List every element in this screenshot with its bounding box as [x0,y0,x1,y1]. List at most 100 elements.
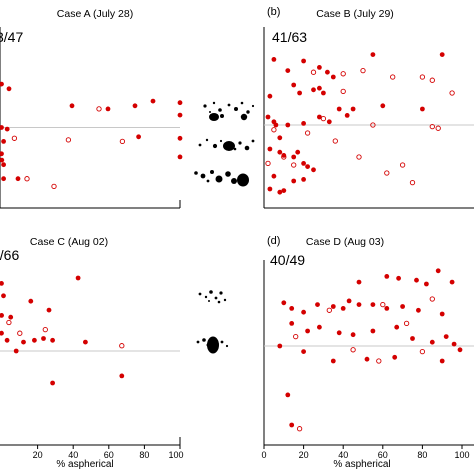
panel-d-letter: (d) [267,235,280,247]
panel-b-open-point-12 [291,162,297,168]
panel-d-open-point-0 [293,333,299,340]
panel-a-ratio: 3/47 [0,29,23,45]
panel-c-xtick-label-1: 40 [68,450,78,460]
panel-b-open-point-2 [360,67,366,74]
panel-b-filled-point-10 [297,90,302,96]
panel-b-points [265,52,455,195]
panel-c-filled-point-15 [21,339,26,345]
panel-a-points [0,81,183,190]
panel-b-open-point-7 [340,88,346,95]
panel-d-xtick-label-0: 0 [261,450,266,460]
panel-a-open-point-2 [96,106,102,112]
panel-a-filled-point-13 [0,157,5,163]
panel-a-filled-point-10 [4,126,10,132]
panel-c-xtick-label-2: 60 [104,450,114,460]
panel-c-filled-point-5 [8,314,14,320]
panel-c-filled-point-16 [0,313,4,318]
panel-a-filled-point-2 [0,125,4,130]
panel-c-filled-point-4 [46,307,52,313]
panel-d-filled-point-18 [416,307,421,313]
panel-d-filled-point-21 [305,328,310,334]
panel-d-filled-point-32 [277,343,283,349]
panel-c-filled-point-7 [50,337,55,343]
panel-b-open-point-14 [320,115,327,122]
panel-c-open-point-1 [42,326,48,333]
panel-d-ratio: 40/49 [270,252,305,268]
panel-d-filled-point-28 [429,339,435,345]
panel-b-open-point-9 [429,123,435,130]
panel-a-open-point-3 [119,138,126,145]
panel-d-xticks: 0 20 40 60 80 100 [261,445,470,460]
panel-b-open-point-20 [370,122,376,128]
panel-a-filled-point-9 [1,139,6,144]
panel-a-filled-point-3 [69,103,75,109]
panel-b-filled-point-16 [350,106,356,112]
panel-c-open-point-0 [119,343,125,349]
panel-b-filled-point-19 [265,114,271,120]
panel-d-filled-point-9 [301,309,306,315]
panel-b-filled-point-37 [267,186,273,192]
panel-d-filled-point-36 [392,354,398,360]
panel-a: Case A (July 28) 3/47 [0,8,183,209]
particle-image-1 [203,101,255,121]
panel-d-filled-point-31 [457,347,463,353]
panel-b-open-point-11 [265,160,271,167]
panel-c-open-point-3 [17,330,23,336]
panel-a-filled-point-12 [1,162,6,168]
panel-b-filled-point-1 [285,68,291,73]
panel-b-open-point-15 [332,138,338,144]
panel-d-filled-point-7 [281,300,287,306]
panel-b-filled-point-30 [291,154,297,160]
panel-b-open-point-3 [390,74,396,80]
panel-b-filled-point-18 [420,106,425,112]
panel-d-open-point-2 [403,320,410,327]
panel-d-filled-point-29 [443,334,449,339]
panel-b-filled-point-36 [291,178,297,184]
panel-b-filled-point-15 [344,113,350,118]
panel-b-open-point-6 [449,90,455,96]
panel-d-xtick-label-3: 60 [378,450,388,460]
panel-b-open-point-19 [409,179,416,186]
panel-b-letter: (b) [267,6,280,18]
panel-d-filled-point-22 [317,324,322,330]
panel-d-filled-point-33 [301,349,306,354]
panel-b-filled-point-2 [301,58,306,64]
panel-c-title: Case C (Aug 02) [30,236,108,248]
panel-c-filled-point-1 [75,275,81,281]
panel-d-xtick-label-4: 80 [417,450,427,460]
panel-d-points [277,268,463,432]
panel-b-filled-point-6 [370,52,376,57]
panel-d-filled-point-26 [394,324,400,330]
panel-d-xtick-label-1: 20 [299,450,309,460]
panel-b-filled-point-17 [380,103,386,109]
panel-a-filled-point-0 [0,81,4,87]
panel-b-open-point-8 [271,127,277,133]
panel-c-filled-point-6 [32,337,37,343]
panel-b-filled-point-3 [317,65,322,70]
panel-a-title: Case A (July 28) [57,8,133,20]
panel-d-filled-point-1 [384,274,390,279]
panel-d-filled-point-20 [289,321,295,326]
panel-b-filled-point-32 [301,161,306,166]
panel-d-filled-point-15 [370,302,376,307]
panel-a-filled-point-5 [132,103,138,109]
panel-d-filled-point-27 [410,336,415,341]
panel-a-open-point-4 [24,176,30,182]
panel-b-filled-point-21 [273,122,279,128]
panel-d-xlabel: % aspherical [333,459,390,470]
panel-a-filled-point-1 [6,86,12,92]
panel-b-open-point-4 [419,74,426,80]
panel-d-filled-point-2 [396,275,401,281]
panel-d-filled-point-6 [449,279,455,285]
panel-b-open-point-17 [384,170,390,176]
panel-d-open-point-4 [350,347,356,353]
panel-b-filled-point-40 [301,177,306,182]
panel-d-filled-point-23 [336,330,342,336]
panel-d-filled-point-3 [414,277,419,283]
panel-b-title: Case B (July 29) [316,8,394,20]
panel-d-filled-point-10 [315,302,320,307]
panel-b-filled-point-26 [277,135,283,141]
panel-b-filled-point-4 [325,69,330,75]
panel-d-open-point-3 [429,296,435,302]
panel-b-filled-point-27 [267,146,273,152]
